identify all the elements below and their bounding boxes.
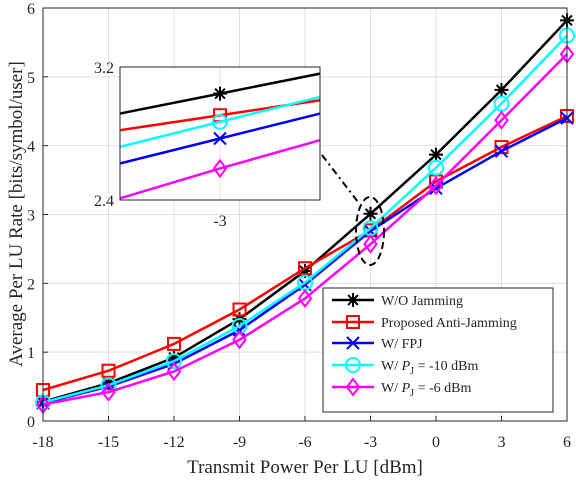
- legend-marker: [345, 357, 361, 373]
- y-tick-label: 2: [27, 276, 35, 293]
- inset-data-point: [213, 131, 227, 146]
- legend-item: W/ PJ = -6 dBm: [332, 377, 471, 399]
- data-point: [167, 336, 181, 351]
- legend-label: W/ PJ = -6 dBm: [381, 381, 471, 399]
- data-point: [167, 350, 181, 365]
- series-line: [42, 53, 568, 406]
- data-point: [298, 263, 312, 278]
- inset-series-line: [119, 138, 321, 200]
- data-point: [101, 382, 116, 402]
- inset-series: [119, 72, 321, 115]
- x-tick-label: -3: [364, 434, 377, 451]
- inset-frame: [119, 66, 321, 201]
- inset-y-tick-label: 2.4: [94, 193, 114, 210]
- legend-marker: [345, 377, 361, 397]
- axes: -18 -15 -12 -9 -6 -3 0 3 6 0 1 2 3 4 5 6: [27, 1, 571, 451]
- legend-label: W/ FPJ: [381, 337, 423, 352]
- x-tick-label: 0: [432, 434, 440, 451]
- legend: W/O Jamming Proposed Anti-Jamming W/ FPJ W/…: [322, 287, 554, 413]
- legend-label: W/ PJ = -10 dBm: [381, 359, 478, 377]
- data-point: [101, 363, 116, 378]
- x-tick-label: -15: [98, 434, 119, 451]
- zoom-ellipse: [355, 196, 385, 266]
- y-tick-label: 4: [27, 139, 35, 156]
- inset-series: [119, 112, 321, 165]
- y-tick-label: 0: [27, 414, 35, 431]
- inset-data-point: [213, 86, 227, 101]
- inset-series: [119, 95, 321, 149]
- zoom-callout: [321, 154, 385, 266]
- data-point: [297, 288, 313, 309]
- data-point: [363, 234, 378, 254]
- legend-marker: [346, 315, 360, 329]
- x-axis-label: Transmit Power Per LU [dBm]: [187, 457, 423, 478]
- data-point: [429, 147, 443, 162]
- series-line: [42, 114, 568, 392]
- inset-data-point: [212, 113, 228, 130]
- inset-x-tick-label: -3: [213, 213, 226, 230]
- data-point: [232, 330, 247, 350]
- data-point: [494, 110, 509, 130]
- x-tick-label: 3: [498, 434, 506, 451]
- legend-item: W/ PJ = -10 dBm: [332, 357, 478, 377]
- data-point: [166, 353, 182, 370]
- legend-marker: [346, 336, 360, 350]
- inset-series: [119, 138, 321, 200]
- zoom-pointer-line: [321, 154, 359, 203]
- data-point: [166, 361, 182, 382]
- data-point: [232, 302, 247, 317]
- data-point: [428, 159, 444, 176]
- y-tick-label: 6: [27, 1, 35, 18]
- legend-box: [322, 287, 554, 413]
- inset-plot: -3 2.4 3.2: [94, 60, 321, 230]
- legend-label: Proposed Anti-Jamming: [381, 316, 517, 331]
- legend-item: Proposed Anti-Jamming: [332, 315, 517, 331]
- y-tick-label: 3: [27, 208, 35, 225]
- x-tick-label: -12: [163, 434, 184, 451]
- y-tick-label: 1: [27, 345, 35, 362]
- data-point: [428, 175, 444, 196]
- x-tick-label: 6: [563, 434, 571, 451]
- y-tick-label: 5: [27, 70, 35, 87]
- inset-series-line: [119, 95, 321, 149]
- inset-data-point: [212, 158, 228, 179]
- legend-item: W/O Jamming: [332, 293, 463, 309]
- x-tick-label: -6: [298, 434, 311, 451]
- legend-label: W/O Jamming: [381, 294, 463, 309]
- legend-marker: [346, 293, 360, 307]
- legend-item: W/ FPJ: [332, 336, 423, 352]
- data-point: [363, 206, 378, 221]
- data-point: [494, 82, 509, 97]
- data-point: [494, 144, 509, 158]
- y-axis-label: Average Per LU Rate [bits/symbol/user]: [6, 61, 27, 367]
- inset-y-tick-label: 3.2: [94, 60, 114, 77]
- series-line: [42, 34, 568, 404]
- x-tick-label: -9: [233, 434, 246, 451]
- data-point: [298, 261, 312, 276]
- x-tick-label: -18: [32, 434, 53, 451]
